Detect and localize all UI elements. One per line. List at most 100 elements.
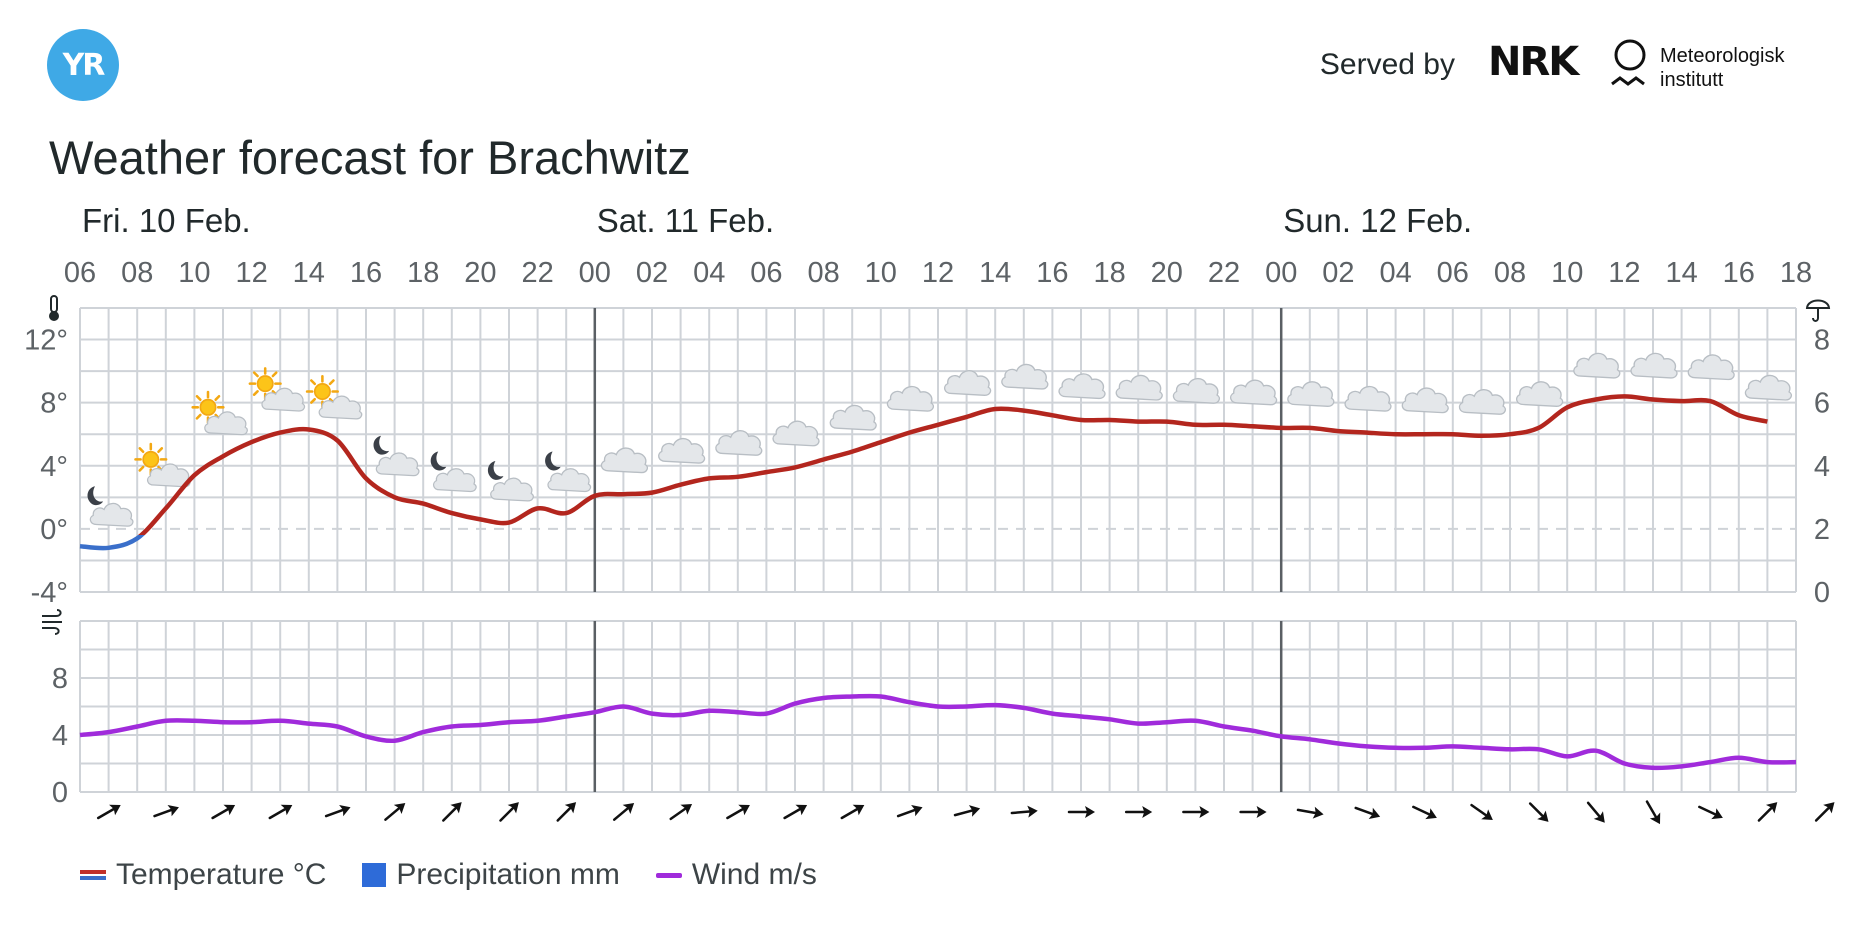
thermometer-icon	[49, 295, 59, 321]
wind-direction-arrow-icon	[268, 804, 293, 820]
met-institutt-logo-icon[interactable]	[1608, 38, 1652, 94]
partly-sunny-icon	[191, 390, 248, 436]
hour-tick-label: 08	[807, 257, 839, 289]
hour-tick-label: 10	[865, 257, 897, 289]
legend-wind-label: Wind m/s	[691, 858, 817, 891]
day-label: Sun. 12 Feb.	[1283, 202, 1472, 239]
wind-ytick-label: 4	[52, 720, 68, 752]
cloudy-icon	[1630, 352, 1678, 379]
nrk-logo[interactable]: NRK	[1488, 39, 1579, 85]
wind-direction-arrow-icon	[1814, 802, 1835, 822]
wind-direction-arrow-icon	[1239, 806, 1267, 818]
hour-tick-label: 16	[1723, 257, 1755, 289]
wind-direction-arrow-icon	[1698, 805, 1723, 820]
wind-direction-arrow-icon	[442, 802, 462, 822]
legend-temperature[interactable]: Temperature °C	[80, 858, 326, 892]
precipitation-swatch-icon	[362, 863, 387, 887]
temp-ytick-label: 0°	[40, 514, 68, 546]
precip-ytick-label: 2	[1814, 514, 1830, 546]
wind-direction-arrow-icon	[556, 802, 577, 822]
cloudy-icon	[1515, 381, 1564, 407]
cloudy-icon	[1344, 385, 1392, 412]
temp-ytick-label: 4°	[40, 451, 68, 483]
hour-tick-label: 16	[350, 257, 382, 289]
hour-tick-label: 14	[293, 257, 325, 289]
wind-direction-arrow-icon	[1354, 806, 1381, 820]
hour-tick-label: 12	[1608, 257, 1640, 289]
wind-direction-arrow-icon	[1412, 805, 1437, 820]
wind-direction-arrow-icon	[669, 803, 693, 821]
cloudy-night-icon	[430, 451, 477, 493]
wind-direction-arrow-icon	[211, 804, 236, 820]
wind-direction-arrow-icon	[1124, 806, 1153, 818]
wind-direction-arrow-icon	[1296, 806, 1324, 819]
hour-tick-label: 00	[579, 257, 611, 289]
cloudy-icon	[1058, 373, 1106, 400]
cloudy-night-icon	[545, 451, 592, 493]
cloudy-night-icon	[87, 486, 134, 527]
hour-tick-label: 06	[64, 257, 96, 289]
partly-sunny-icon	[305, 374, 363, 420]
legend-precipitation-label: Precipitation mm	[396, 858, 620, 891]
hour-tick-label: 18	[407, 257, 439, 289]
hour-tick-label: 18	[1780, 257, 1812, 289]
umbrella-icon	[1805, 299, 1831, 322]
day-label: Sat. 11 Feb.	[597, 202, 774, 239]
cloudy-icon	[657, 437, 706, 464]
wind-icon	[42, 609, 62, 635]
hour-tick-label: 16	[1036, 257, 1068, 289]
hour-tick-label: 20	[1151, 257, 1183, 289]
cloudy-icon	[1458, 388, 1507, 415]
wind-direction-arrow-icon	[324, 804, 351, 818]
wind-line	[79, 693, 1797, 771]
wind-direction-arrow-icon	[153, 804, 179, 818]
met-institutt-name[interactable]: Meteorologisk institutt	[1660, 45, 1785, 91]
day-label: Fri. 10 Feb.	[82, 202, 251, 239]
temperature-line	[137, 394, 1768, 535]
hour-tick-label: 00	[1265, 257, 1297, 289]
legend-wind[interactable]: Wind m/s	[655, 858, 817, 892]
hour-tick-label: 22	[1208, 257, 1240, 289]
cloudy-icon	[1229, 379, 1278, 406]
cloudy-icon	[600, 447, 649, 474]
cloudy-icon	[1001, 363, 1049, 390]
cloudy-icon	[886, 385, 935, 412]
wind-ytick-label: 8	[52, 663, 68, 695]
wind-direction-arrow-icon	[1528, 802, 1549, 822]
hour-tick-label: 02	[1322, 257, 1354, 289]
cloudy-night-icon	[487, 460, 534, 502]
hour-tick-label: 14	[1665, 257, 1697, 289]
wind-direction-arrow-icon	[1586, 801, 1605, 823]
hour-tick-label: 04	[1379, 257, 1411, 289]
cloudy-icon	[943, 370, 992, 396]
wind-direction-arrow-icon	[1182, 806, 1210, 818]
wind-direction-arrow-icon	[612, 803, 635, 821]
cloudy-icon	[1115, 374, 1163, 401]
cloudy-icon	[1401, 387, 1449, 414]
hour-tick-label: 14	[979, 257, 1011, 289]
hour-tick-label: 12	[235, 257, 267, 289]
cloudy-icon	[1687, 354, 1735, 381]
cloudy-night-icon	[373, 435, 420, 477]
cloudy-icon	[1172, 377, 1221, 404]
wind-direction-arrow-icon	[840, 804, 865, 820]
precip-ytick-label: 4	[1814, 451, 1830, 483]
precip-ytick-label: 0	[1814, 577, 1830, 609]
yr-logo[interactable]: YR	[47, 29, 119, 101]
wind-direction-arrow-icon	[1010, 805, 1038, 818]
wind-direction-arrow-icon	[726, 804, 750, 820]
partly-sunny-icon	[248, 367, 306, 412]
hour-tick-label: 06	[750, 257, 782, 289]
temperature-line-below-zero	[79, 535, 145, 551]
hour-tick-label: 08	[121, 257, 153, 289]
hour-tick-label: 08	[1494, 257, 1526, 289]
cloudy-icon	[772, 420, 820, 447]
hour-tick-label: 10	[1551, 257, 1583, 289]
hour-tick-label: 04	[693, 257, 725, 289]
legend-precipitation[interactable]: Precipitation mm	[362, 858, 620, 892]
hour-tick-label: 02	[636, 257, 668, 289]
temp-ytick-label: 8°	[40, 388, 68, 420]
hour-tick-label: 10	[178, 257, 210, 289]
temp-ytick-label: -4°	[31, 577, 68, 609]
